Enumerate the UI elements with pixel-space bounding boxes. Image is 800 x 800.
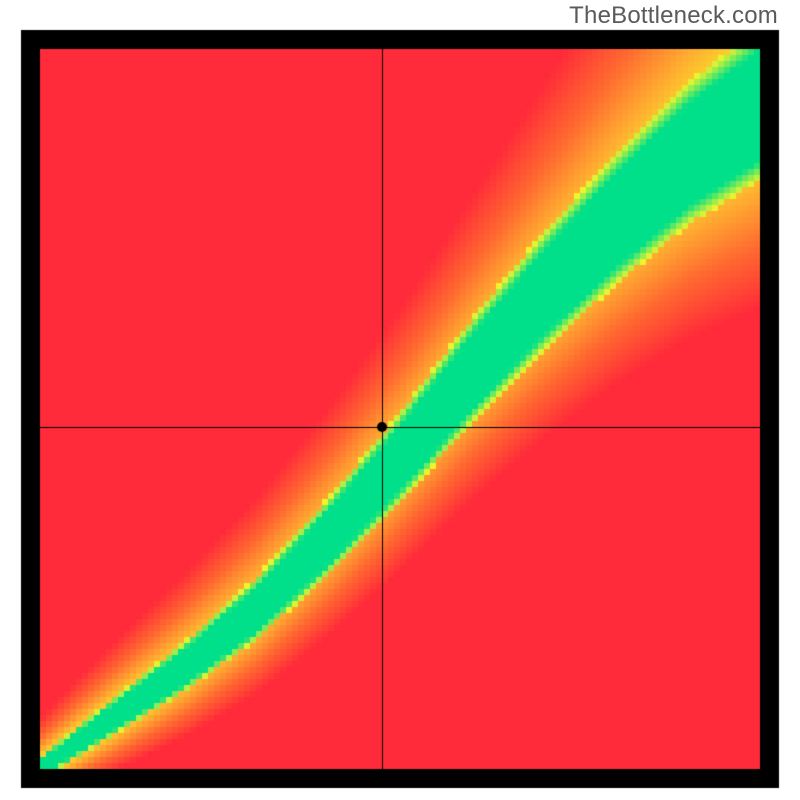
watermark-text: TheBottleneck.com <box>569 2 778 30</box>
heatmap-canvas <box>0 0 800 800</box>
chart-stage: TheBottleneck.com <box>0 0 800 800</box>
